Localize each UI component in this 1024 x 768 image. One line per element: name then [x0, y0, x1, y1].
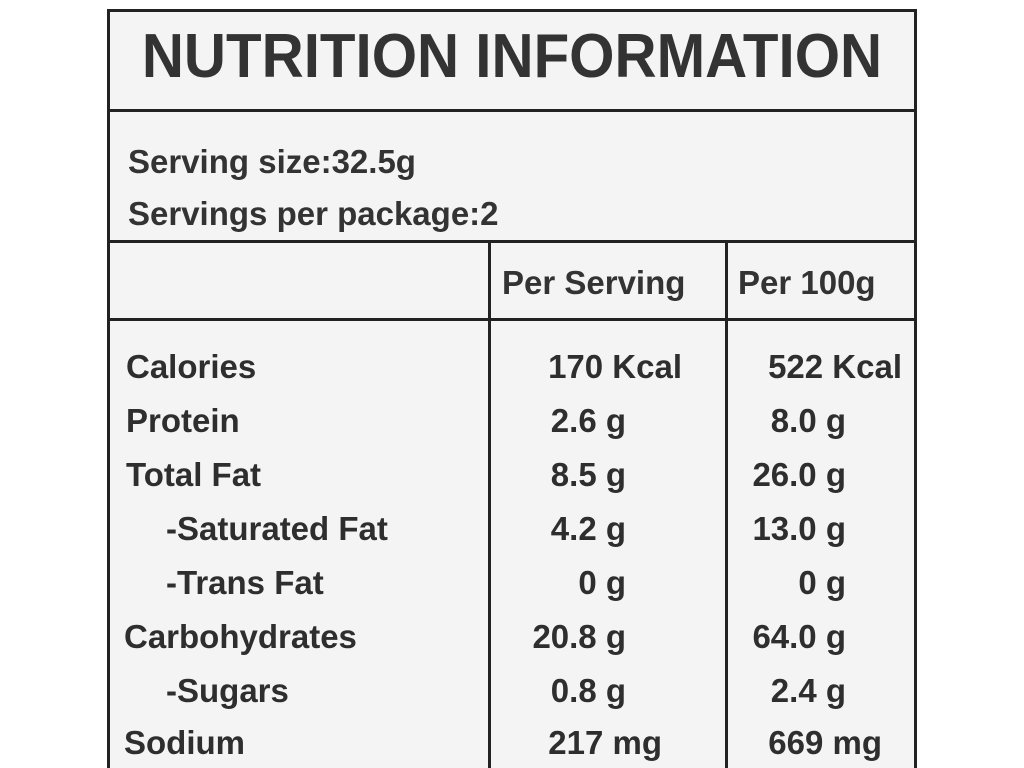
table-row: Total Fat 8.5 g 26.0 g [110, 458, 914, 512]
nutrient-name: Carbohydrates [124, 618, 357, 655]
value-per-serving: 2.6 g [550, 402, 626, 439]
divider-header [110, 318, 914, 321]
table-row: Protein 2.6 g 8.0 g [110, 404, 914, 458]
divider-title [110, 109, 914, 112]
value-per-serving: 8.5 g [550, 456, 626, 493]
table-row: Carbohydrates 20.8 g 64.0 g [110, 620, 914, 674]
nutrient-name: Protein [126, 402, 240, 439]
nutrient-name: Total Fat [126, 456, 262, 493]
value-per-100g: 2.4 g [770, 672, 846, 709]
column-divider-2 [725, 240, 728, 768]
value-per-100g: 13.0 g [752, 510, 846, 547]
column-header-per-100g: Per 100g [738, 264, 876, 301]
label-title: NUTRITION INFORMATION [141, 22, 883, 91]
column-divider-1 [488, 240, 491, 768]
column-header-per-serving: Per Serving [502, 264, 686, 301]
divider-serving [110, 240, 914, 243]
table-row: Sodium 217 mg 669 mg [110, 726, 914, 768]
table-row: -Sugars 0.8 g 2.4 g [110, 674, 914, 728]
nutrient-name: -Trans Fat [166, 564, 324, 601]
serving-size: Serving size:32.5g [128, 143, 416, 180]
value-per-serving: 4.2 g [550, 510, 626, 547]
value-per-serving: 20.8 g [532, 618, 626, 655]
nutrient-name: -Saturated Fat [166, 510, 388, 547]
value-per-100g: 26.0 g [752, 456, 846, 493]
value-per-100g: 0 g [798, 564, 846, 601]
value-per-serving: 217 mg [548, 724, 662, 761]
value-per-100g: 8.0 g [770, 402, 846, 439]
value-per-100g: 522 Kcal [768, 348, 902, 385]
value-per-serving: 170 Kcal [548, 348, 682, 385]
value-per-serving: 0 g [578, 564, 626, 601]
nutrient-name: Calories [126, 348, 257, 385]
value-per-100g: 64.0 g [752, 618, 846, 655]
value-per-100g: 669 mg [768, 724, 882, 761]
nutrition-label: NUTRITION INFORMATION Serving size:32.5g… [107, 9, 917, 768]
table-row: Calories 170 Kcal 522 Kcal [110, 350, 914, 404]
table-row: -Trans Fat 0 g 0 g [110, 566, 914, 620]
nutrient-name: Sodium [124, 724, 245, 761]
nutrient-name: -Sugars [166, 672, 289, 709]
value-per-serving: 0.8 g [550, 672, 626, 709]
table-row: -Saturated Fat 4.2 g 13.0 g [110, 512, 914, 566]
servings-per-package: Servings per package:2 [128, 195, 499, 232]
